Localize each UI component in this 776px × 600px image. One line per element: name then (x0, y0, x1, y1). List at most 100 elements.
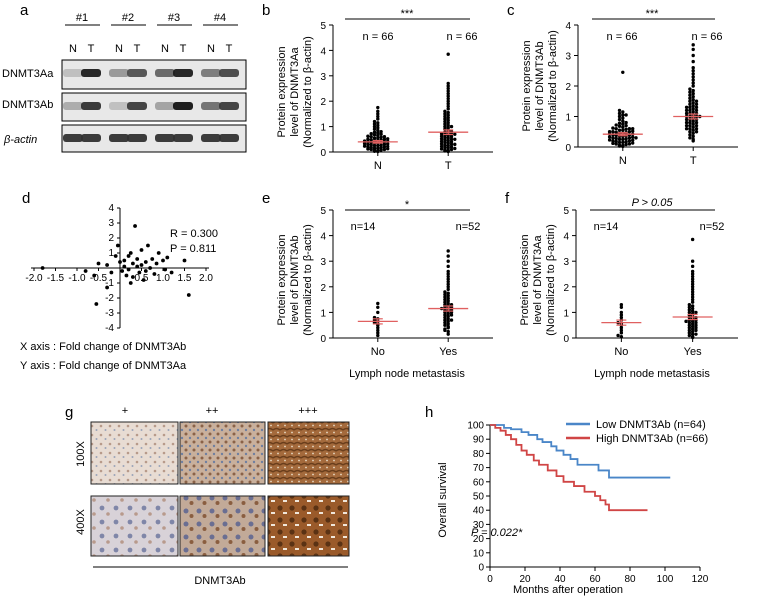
panel-c-point (617, 111, 622, 116)
panel-b-point (379, 143, 383, 147)
panel-e-point (449, 318, 454, 322)
panel-e-point (449, 313, 454, 317)
blot-lane-label: T (88, 43, 95, 55)
panel-f-point (690, 309, 695, 313)
panel-letter-d: d (22, 190, 30, 207)
panel-d-point (135, 257, 140, 261)
panel-e-y-tick-label: 1 (320, 308, 326, 319)
panel-c-y-tick-label: 2 (565, 82, 571, 93)
panel-b-point (376, 133, 380, 138)
panel-b-point (449, 137, 454, 141)
panel-b-point (379, 145, 383, 150)
panel-d-point (143, 269, 148, 273)
blot-band (173, 134, 193, 142)
panel-e-point (446, 282, 450, 286)
panel-b-point (376, 109, 380, 114)
panel-f-plot-area: 0 1 2 3 4 5 No Yes (563, 206, 738, 358)
panel-e-point (446, 269, 450, 274)
panel-d-point (105, 285, 109, 290)
panel-f-point (687, 320, 692, 325)
panel-c-point (684, 120, 689, 125)
panel-f-significance: P > 0.05 (632, 197, 674, 209)
ihc-image-400x-high (267, 495, 350, 557)
panel-b-point (376, 123, 380, 128)
panel-e-point (443, 320, 447, 325)
panel-h-x-tick-label: 60 (589, 574, 601, 585)
blot-band (63, 69, 83, 77)
panel-f-point (690, 285, 695, 289)
blot-band (155, 69, 175, 77)
panel-c-x-tick-label: T (690, 155, 697, 167)
panel-c-point (694, 127, 699, 131)
panel-d-point (186, 293, 191, 297)
panel-b-point (379, 129, 383, 134)
panel-c-point (614, 123, 618, 127)
panel-d-x-tick-label: -2.0 (25, 273, 43, 284)
panel-h-y-tick-label: 70 (473, 463, 485, 474)
blot-band (155, 102, 175, 110)
panel-c-point (691, 110, 695, 114)
panel-f-point (690, 295, 695, 299)
panel-b-point (446, 141, 450, 145)
panel-c-point (691, 128, 695, 132)
panel-c-point (631, 135, 635, 139)
panel-f-point (694, 320, 698, 325)
panel-f-point (694, 310, 698, 315)
panel-e-point (446, 264, 450, 269)
panel-c-ylabel: Protein expression level of DNMT3Ab (Nor… (521, 30, 559, 141)
panel-c-point (688, 96, 692, 100)
panel-e-point (443, 323, 447, 327)
panel-f-point (690, 332, 695, 336)
panel-b-point (386, 144, 390, 149)
panel-c-point (621, 119, 625, 123)
panel-c-point (617, 143, 622, 147)
panel-f-point (619, 328, 624, 333)
panel-b-point (443, 109, 447, 114)
blot-group-1: #1 (76, 12, 88, 24)
panel-b-point (443, 117, 447, 121)
panel-e-point (443, 327, 447, 331)
panel-b-point (453, 132, 457, 136)
panel-c-point (688, 93, 692, 97)
panel-d-point (131, 275, 135, 279)
panel-c-n-label-n: n = 66 (607, 31, 638, 43)
panel-e-plot-area: 0 1 2 3 4 5 No Yes (320, 206, 493, 358)
panel-e-ylabel-line-3: (Normalized to β-actin) (302, 224, 314, 335)
panel-e-point (376, 310, 380, 315)
panel-c-point (607, 138, 612, 142)
panel-b-point (376, 105, 380, 110)
panel-h-y-tick-label: 20 (473, 534, 485, 545)
panel-e-ylabel: Protein expression level of DNMT3Ab (Nor… (276, 224, 314, 335)
panel-h-survival-curve: Overall survival Months after operation … (437, 419, 709, 596)
panel-d-point (96, 261, 101, 266)
panel-c-ylabel-line-3: (Normalized to β-actin) (547, 30, 559, 141)
panel-d-y-axis-note: Y axis : Fold change of DNMT3Aa (20, 360, 187, 372)
blot-band (173, 102, 193, 110)
panel-c-point (621, 122, 625, 126)
panel-b-y-tick-label: 1 (320, 123, 326, 134)
panel-e-point (376, 301, 380, 306)
panel-c-point (614, 130, 618, 135)
panel-f-y-tick-label: 0 (563, 334, 569, 345)
panel-b-point (443, 112, 447, 116)
panel-f-point (690, 300, 695, 304)
panel-c-point (694, 130, 699, 134)
panel-b-point (446, 138, 450, 143)
panel-e-point (446, 279, 450, 284)
panel-c-point (691, 43, 695, 47)
panel-f-point (690, 272, 695, 276)
panel-b-point (376, 128, 380, 133)
panel-d-y-tick-label: -1 (105, 278, 114, 289)
panel-f-point (694, 332, 698, 336)
panel-f-point (619, 331, 624, 335)
panel-c-point (691, 131, 695, 135)
panel-b-point (443, 114, 447, 119)
panel-e-point (443, 300, 447, 304)
panel-b-plot-area: 0 1 2 3 4 5 N T (320, 21, 493, 172)
panel-d-point (182, 258, 187, 263)
panel-c-point (627, 142, 632, 146)
panel-e-point (446, 332, 450, 336)
panel-b-point (446, 89, 450, 93)
panel-d-point (118, 260, 122, 264)
